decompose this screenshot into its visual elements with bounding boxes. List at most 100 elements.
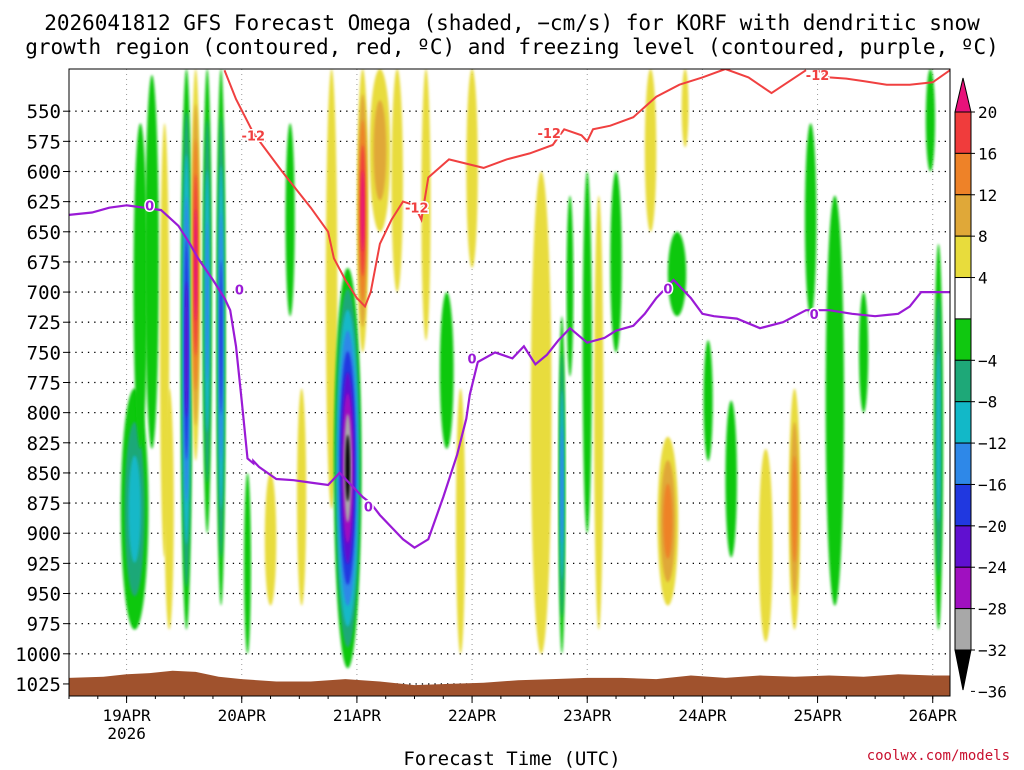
colorbar-top-arrow	[954, 77, 972, 113]
y-tick-label-550: 550	[27, 101, 61, 123]
colorbar-label-10: −24	[978, 558, 1007, 577]
omega-cell-2-level-0	[145, 75, 159, 449]
colorbar-label-13: −36	[978, 682, 1007, 701]
colorbar-label-7: −12	[978, 434, 1007, 453]
x-axis: 19APR 20APR 21APR 22APR 23APR 24APR 25APR 26APR…	[68, 696, 958, 743]
omega-cell-30-level-0	[667, 231, 687, 317]
omega-cell-29-level-2	[663, 483, 673, 559]
plot-area	[69, 69, 950, 696]
freezing-contour-label-5: 0	[810, 308, 819, 323]
omega-cell-4-level-0	[164, 388, 174, 630]
y-tick-label-825: 825	[27, 433, 61, 455]
omega-cell-11-level-0	[285, 123, 295, 317]
x-tick-label-22APR: 22APR	[448, 706, 497, 725]
x-axis-label: Forecast Time (UTC)	[403, 748, 621, 770]
omega-cell-24-level-0	[566, 195, 574, 377]
freezing-contour-label-3: 0	[468, 352, 477, 367]
omega-cell-22-level-0	[530, 171, 552, 654]
omega-cell-20-level-0	[455, 388, 466, 654]
y-tick-label-975: 975	[27, 614, 61, 636]
y-tick-label-1000: 1000	[15, 644, 61, 666]
omega-cell-21-level-0	[466, 69, 478, 268]
y-tick-label-850: 850	[27, 463, 61, 485]
x-tick-year: 2026	[107, 724, 146, 743]
colorbar-label-11: −28	[978, 600, 1007, 619]
y-tick-label-725: 725	[27, 312, 61, 334]
omega-cell-18-level-0	[421, 69, 431, 341]
colorbar-band-7	[954, 401, 972, 444]
y-tick-label-900: 900	[27, 523, 61, 545]
colorbar-label-4: 4	[978, 269, 988, 288]
dgz-contour-label-0: -12	[242, 129, 266, 144]
omega-cell-8-level-4	[219, 260, 223, 414]
freezing-contour-label-2: 0	[364, 501, 373, 516]
y-tick-label-700: 700	[27, 282, 61, 304]
omega-cell-33-level-0	[725, 400, 737, 558]
omega-cell-37-level-0	[825, 195, 845, 606]
colorbar-band-0	[954, 111, 972, 154]
colorbar-bottom-arrow	[954, 649, 972, 691]
contour-labels: -12 -12 -12 -12 0 0 0 0 0 0	[144, 68, 831, 518]
colorbar-band-1	[954, 152, 972, 196]
omega-cell-0-level-2	[128, 455, 141, 563]
y-tick-label-600: 600	[27, 161, 61, 183]
colorbar: 20 16 12 8 4 −4 −8 −12 −16 −20 −24 −28 −32 −36	[954, 77, 1007, 701]
omega-cell-1-level-0	[133, 123, 148, 449]
colorbar-label-5: −4	[978, 351, 997, 370]
omega-cell-12-level-0	[297, 388, 307, 606]
colorbar-band-2	[954, 194, 972, 237]
y-tick-label-875: 875	[27, 493, 61, 515]
omega-cell-32-level-0	[703, 340, 713, 461]
omega-cell-14-level-8	[345, 434, 350, 502]
omega-cell-10-level-0	[264, 472, 277, 606]
chart-title-line-2: growth region (contoured, red, ºC) and f…	[25, 35, 999, 59]
omega-cell-7-level-3	[205, 220, 209, 382]
colorbar-band-6	[954, 359, 972, 403]
terrain-layer	[69, 670, 950, 696]
colorbar-label-12: −32	[978, 641, 1007, 660]
omega-cell-31-level-0	[681, 69, 689, 148]
colorbar-label-1: 16	[978, 144, 997, 163]
y-tick-label-575: 575	[27, 131, 61, 153]
omega-cell-13-level-0	[325, 69, 338, 510]
colorbar-label-8: −16	[978, 475, 1007, 494]
freezing-contour-label-0: 0	[145, 199, 154, 214]
x-tick-label-24APR: 24APR	[678, 706, 727, 725]
omega-cell-15-level-4	[361, 170, 365, 252]
x-tick-label-21APR: 21APR	[333, 706, 382, 725]
contour-lines	[69, 69, 950, 550]
omega-cell-16-level-1	[373, 100, 387, 201]
y-tick-label-925: 925	[27, 553, 61, 575]
omega-cell-35-level-2	[791, 455, 798, 563]
dgz-contour-label-1: -12	[405, 202, 429, 217]
terrain-fill	[69, 670, 950, 696]
omega-cell-17-level-0	[391, 69, 403, 293]
colorbar-label-2: 12	[978, 186, 997, 205]
y-tick-label-775: 775	[27, 373, 61, 395]
x-tick-label-26APR: 26APR	[909, 706, 958, 725]
x-tick-label-23APR: 23APR	[563, 706, 612, 725]
omega-cell-5-level-5	[184, 281, 188, 418]
omega-cell-40-level-0	[925, 69, 936, 172]
omega-cell-39-level-2	[936, 351, 941, 523]
freezing-contour-label-1: 0	[235, 284, 244, 299]
dgz-contour-label-2: -12	[537, 127, 561, 142]
omega-shading	[120, 69, 944, 669]
omega-cell-19-level-0	[439, 292, 454, 449]
freezing-contour-label-4: 0	[663, 282, 672, 297]
colorbar-band-9	[954, 483, 972, 527]
omega-cell-25-level-0	[582, 171, 592, 534]
colorbar-label-0: 20	[978, 103, 997, 122]
colorbar-band-4	[954, 277, 972, 320]
dgz-minus12-contour-0	[223, 69, 807, 309]
omega-cell-38-level-0	[859, 292, 869, 413]
colorbar-band-8	[954, 442, 972, 485]
colorbar-band-10	[954, 525, 972, 568]
omega-cell-26-level-0	[594, 195, 604, 630]
dgz-minus12-contour-1	[817, 69, 950, 86]
y-tick-label-750: 750	[27, 342, 61, 364]
y-tick-label-950: 950	[27, 584, 61, 606]
x-tick-label-25APR: 25APR	[793, 706, 842, 725]
freezing-level-contour	[69, 204, 950, 550]
